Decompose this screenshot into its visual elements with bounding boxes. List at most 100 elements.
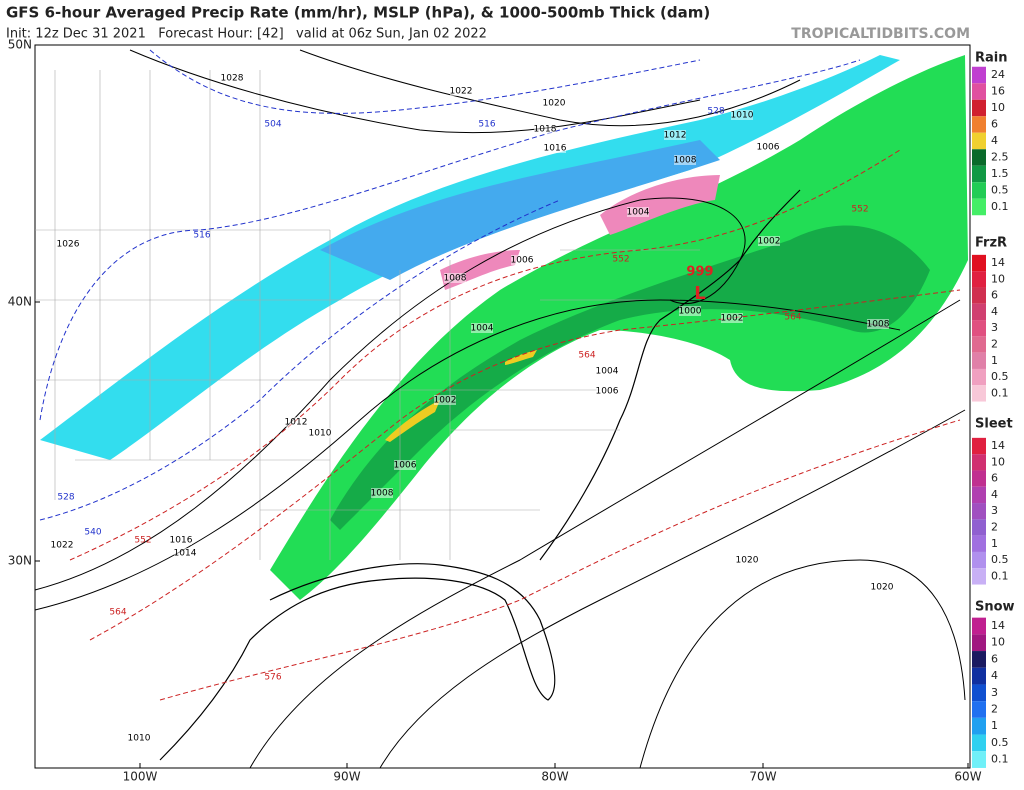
isobar-label: 1022	[450, 87, 473, 97]
legend-tick: 1	[991, 354, 998, 367]
legend-tick: 24	[991, 68, 1005, 81]
thickness-label: 576	[264, 673, 281, 683]
isobar-label: 1004	[627, 208, 650, 218]
legend-swatch	[972, 336, 986, 353]
label-bg	[174, 548, 196, 558]
sleet-strip	[505, 350, 537, 365]
legend-swatch	[972, 634, 986, 652]
label-bg	[679, 306, 701, 316]
legend-tick: 0.5	[991, 370, 1009, 383]
thickness-label: 516	[193, 231, 210, 241]
label-bg	[757, 142, 779, 152]
legend-swatch	[972, 83, 986, 100]
legend-swatch	[972, 271, 986, 288]
isobar-label: 1014	[174, 549, 197, 559]
legend-tick: 6	[991, 118, 998, 131]
sleet-strip	[385, 400, 440, 442]
isobar-label: 1020	[736, 556, 759, 566]
legend-swatch	[972, 651, 986, 668]
label-bg	[309, 428, 331, 438]
lat-label: 40N	[8, 295, 32, 309]
legend-swatch	[972, 751, 986, 768]
label-bg	[596, 386, 618, 396]
thickness-label: 552	[134, 536, 151, 546]
legend-swatch	[972, 717, 986, 735]
label-bg	[511, 255, 533, 265]
label-bg	[444, 273, 466, 283]
isobar-label: 1006	[596, 387, 619, 397]
label-bg	[221, 73, 243, 83]
legend-swatch	[972, 486, 986, 504]
isobar-label: 1022	[51, 541, 74, 551]
coastline	[539, 189, 801, 561]
legend-tick: 14	[991, 619, 1005, 632]
label-bg	[450, 86, 472, 96]
legend-swatch	[972, 734, 986, 752]
thickness-label: 552	[612, 255, 629, 265]
legend-tick: 4	[991, 134, 998, 147]
label-bg	[544, 143, 566, 153]
label-bg	[170, 535, 192, 545]
isobar-label: 1028	[221, 74, 244, 84]
legend-swatch	[972, 149, 986, 166]
thickness-label: 516	[478, 120, 495, 130]
legend-tick: 2	[991, 703, 998, 716]
label-bg	[664, 130, 686, 140]
isobar-label: 1018	[534, 125, 557, 135]
legend-tick: 1	[991, 719, 998, 732]
legend-tick: 10	[991, 636, 1005, 649]
isobar-label: 1004	[471, 324, 494, 334]
frzr-area	[600, 175, 720, 235]
legend-swatch	[972, 198, 986, 216]
legend-swatch	[972, 254, 986, 272]
isobar-label: 1008	[444, 274, 467, 284]
legend-swatch	[972, 116, 986, 133]
legend-swatch	[972, 385, 986, 402]
legend-tick: 0.5	[991, 184, 1009, 197]
legend-tick: 6	[991, 652, 998, 665]
isobar-label: 1026	[57, 240, 80, 250]
legend-tick: 4	[991, 669, 998, 682]
legend-tick: 4	[991, 488, 998, 501]
label-bg	[471, 323, 493, 333]
label-bg	[534, 124, 556, 134]
legend-swatch	[972, 617, 986, 635]
thickness-label: 552	[851, 205, 868, 215]
low-pressure: 999	[686, 265, 713, 280]
label-bg	[721, 313, 743, 323]
legend-swatch	[972, 551, 986, 569]
isobar-label: 1002	[721, 314, 744, 324]
isobar-label: 1000	[679, 307, 702, 317]
lon-label: 70W	[749, 770, 776, 784]
legend-swatch	[972, 320, 986, 337]
legend-tick: 3	[991, 504, 998, 517]
rain-heavy	[330, 225, 930, 531]
low-symbol: L	[694, 283, 705, 304]
isobar-label: 1020	[871, 583, 894, 593]
legend-swatch	[972, 132, 986, 150]
legend-swatch	[972, 470, 986, 487]
coastline	[159, 563, 556, 761]
label-bg	[674, 155, 696, 165]
lat-label: 30N	[8, 554, 32, 568]
thickness-warm	[69, 149, 961, 701]
thickness-label: 504	[264, 120, 281, 130]
legend-title: Rain	[975, 51, 1008, 66]
legend-tick: 10	[991, 101, 1005, 114]
legend-swatch	[972, 568, 986, 585]
legend-tick: 0.1	[991, 753, 1009, 766]
legend-swatch	[972, 368, 986, 386]
legend-tick: 0.1	[991, 200, 1009, 213]
legend-tick: 10	[991, 272, 1005, 285]
isobar-label: 1010	[309, 429, 332, 439]
thickness-label: 540	[84, 528, 101, 538]
legend-swatch	[972, 503, 986, 520]
label-bg	[736, 555, 758, 565]
label-bg	[627, 207, 649, 217]
title: GFS 6-hour Averaged Precip Rate (mm/hr),…	[6, 4, 710, 22]
isobars	[34, 49, 966, 769]
legend-swatch	[972, 165, 986, 183]
